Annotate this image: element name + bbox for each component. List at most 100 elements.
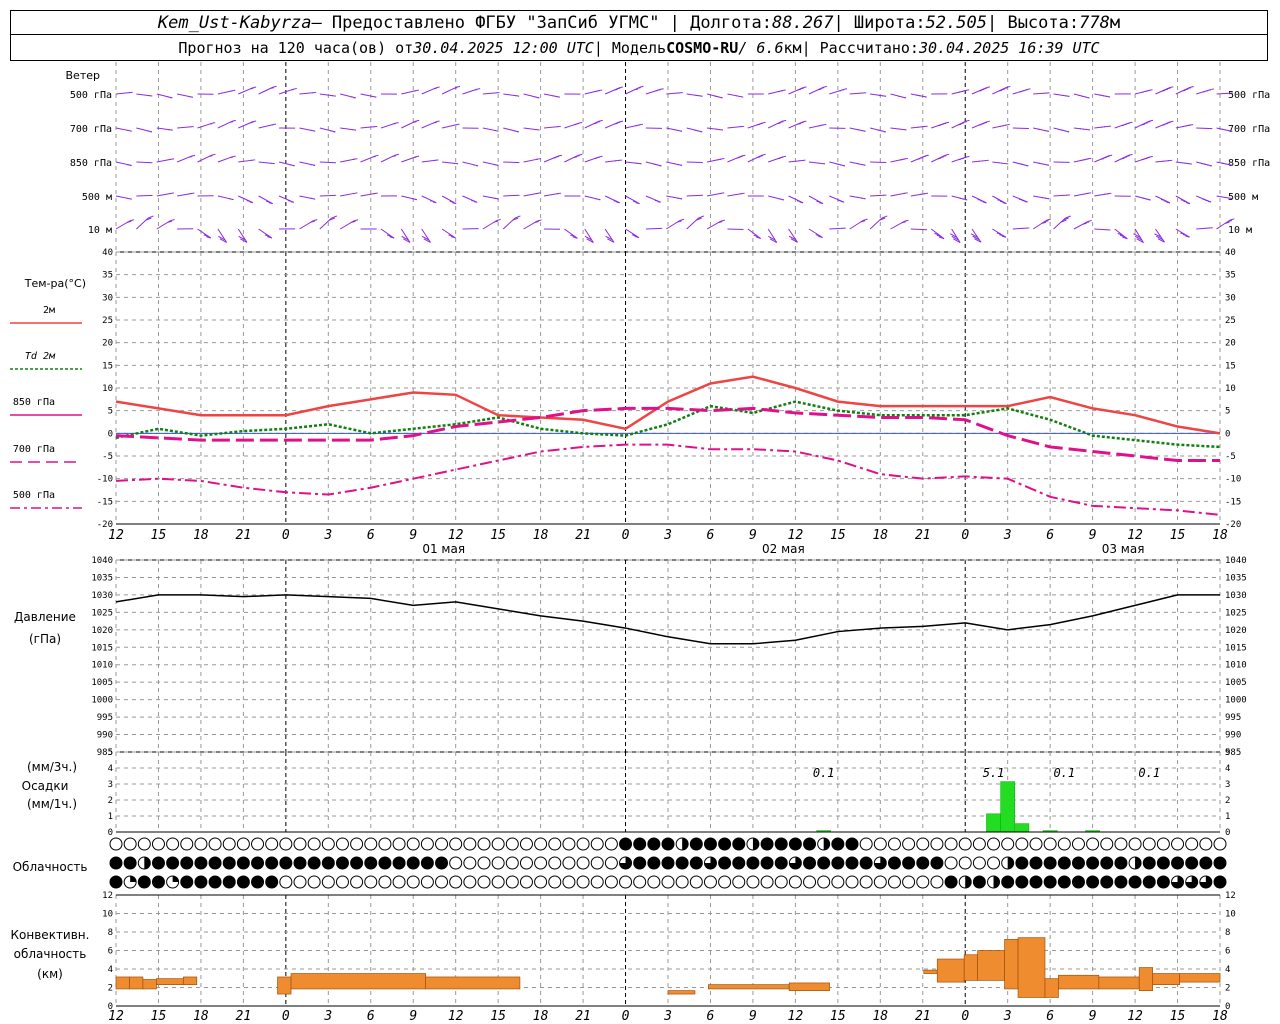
cloud-circle xyxy=(760,837,774,851)
cloud-circle xyxy=(873,875,887,889)
wind-barb-feather xyxy=(1170,120,1174,123)
wind-barb-shaft xyxy=(340,127,357,131)
wind-barb xyxy=(1033,161,1049,166)
wind-barb xyxy=(951,155,970,163)
cloud-circle xyxy=(1043,856,1057,870)
cloud-symbol xyxy=(265,837,279,851)
cloud-symbol xyxy=(477,837,491,851)
pressure-ytick-left: 1035 xyxy=(91,573,113,583)
wind-barb-feather xyxy=(353,219,359,222)
cloud-circle xyxy=(335,856,349,870)
cloud-title: Облачность xyxy=(13,860,88,874)
cloud-circle xyxy=(930,856,944,870)
conv-ytick-right: 10 xyxy=(1225,910,1236,920)
wind-barb xyxy=(523,158,541,163)
cloud-symbol xyxy=(746,856,760,870)
wind-level-label-right: 700 гПа xyxy=(1228,124,1270,135)
wind-barb-feather xyxy=(782,119,787,122)
cloud-circle xyxy=(222,856,236,870)
cloud-symbol xyxy=(321,837,335,851)
wind-barb-feather xyxy=(412,121,417,123)
cloud-symbol xyxy=(972,837,986,851)
wind-barb xyxy=(115,195,132,200)
cloud-symbol xyxy=(831,875,845,889)
cloud-circle xyxy=(548,856,562,870)
cloud-circle xyxy=(1114,856,1128,870)
wind-barb-feather xyxy=(1205,199,1209,202)
wind-barb-feather xyxy=(803,120,807,123)
cloud-symbol xyxy=(137,837,151,851)
wind-barb-feather xyxy=(919,156,924,159)
wind-barb xyxy=(747,153,766,163)
time-label-bottom: 12 xyxy=(448,1009,464,1024)
conv-ytick-right: 4 xyxy=(1225,965,1230,975)
temp-ytick-right: 15 xyxy=(1225,361,1236,371)
wind-barb-shaft xyxy=(564,228,578,239)
cloud-symbol xyxy=(1086,837,1100,851)
cloud-circle xyxy=(619,837,633,851)
wind-barb xyxy=(645,227,663,230)
wind-barb-feather xyxy=(1120,157,1125,160)
pressure-ytick-right: 1015 xyxy=(1225,643,1247,653)
cloud-circle xyxy=(732,837,746,851)
wind-barb xyxy=(543,154,562,163)
cloud-symbol xyxy=(505,837,519,851)
cloud-three-quarter xyxy=(1171,876,1184,888)
wind-barb xyxy=(767,228,778,243)
cloud-circle xyxy=(576,875,590,889)
wind-barb xyxy=(1196,195,1212,203)
wind-barb-shaft xyxy=(1094,93,1111,98)
time-label: 15 xyxy=(830,528,846,543)
cloud-circle xyxy=(435,875,449,889)
wind-barb-feather xyxy=(415,119,420,122)
cloud-circle xyxy=(1100,856,1114,870)
wind-barb xyxy=(319,215,338,230)
cloud-circle xyxy=(873,837,887,851)
station-name: Kem_Ust-Kabyrza xyxy=(157,12,312,33)
conv-ytick-right: 2 xyxy=(1225,984,1230,994)
wind-barb xyxy=(747,228,762,239)
cloud-three-quarter xyxy=(789,857,802,870)
precip-ytick-right: 3 xyxy=(1225,780,1230,790)
cloud-circle xyxy=(887,875,901,889)
cloud-symbol xyxy=(633,856,647,870)
cloud-symbol xyxy=(930,837,944,851)
wind-barb-shaft xyxy=(299,161,316,166)
cloud-circle xyxy=(746,856,760,870)
wind-barb-feather xyxy=(999,234,1004,237)
wind-barb xyxy=(1155,86,1174,95)
wind-barb xyxy=(808,161,825,165)
wind-barb xyxy=(1053,127,1070,133)
wind-barb-feather xyxy=(203,234,209,237)
time-label: 12 xyxy=(108,528,124,543)
wind-barb-feather xyxy=(619,120,624,123)
cloud-circle xyxy=(534,856,548,870)
cloud-circle xyxy=(477,875,491,889)
wind-barb xyxy=(115,161,132,166)
wind-barb-feather xyxy=(1129,153,1133,156)
cloud-three-quarter xyxy=(1185,876,1198,888)
wind-barb-feather xyxy=(1103,156,1107,159)
cloud-circle xyxy=(732,856,746,870)
wind-barb xyxy=(645,88,664,95)
time-label: 3 xyxy=(663,528,672,543)
wind-barb xyxy=(1155,195,1171,204)
pressure-ytick-right: 1010 xyxy=(1225,661,1247,671)
wind-barb xyxy=(931,121,950,129)
wind-barb-shaft xyxy=(136,93,153,97)
cloud-symbol xyxy=(788,875,802,889)
cloud-symbol xyxy=(1213,837,1227,851)
cloud-symbol xyxy=(887,856,901,870)
wind-barb xyxy=(523,93,540,99)
wind-barb-feather xyxy=(799,201,804,204)
cloud-symbol xyxy=(732,875,746,889)
wind-barb xyxy=(319,93,336,97)
wind-barb-feather xyxy=(596,121,601,123)
cloud-circle xyxy=(1128,837,1142,851)
precip-ytick-right: 0 xyxy=(1225,828,1230,838)
cloud-symbol xyxy=(491,875,505,889)
wind-barb-feather xyxy=(1161,124,1166,126)
wind-barb xyxy=(625,228,640,239)
conv-ytick-left: 8 xyxy=(108,928,113,938)
wind-barb-feather xyxy=(936,234,942,238)
